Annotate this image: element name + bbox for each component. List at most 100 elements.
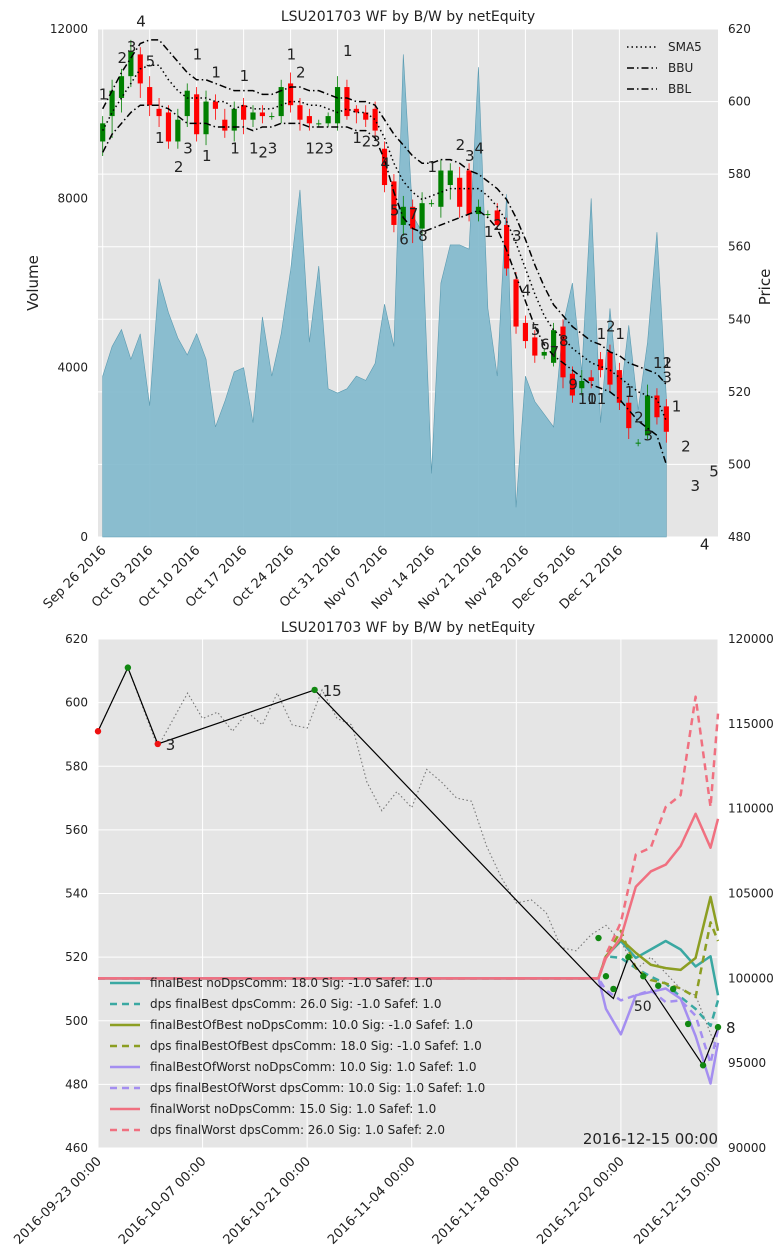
candle [381,141,388,193]
legend: SMA5 BBU BBL [627,40,702,96]
trade-point [124,664,132,671]
legend-entry: SMA5 [668,40,702,54]
y-tick-label: 520 [65,950,88,964]
candle [344,79,350,120]
candle-body [147,87,153,106]
data-label: 1 [211,64,221,82]
candle [579,370,585,396]
candle [569,366,575,403]
candle [325,112,331,127]
trade-point [699,1062,707,1069]
candle [522,315,529,349]
candle [588,370,594,389]
candle-body [334,87,341,124]
candle-body [410,206,416,229]
candle-body [597,359,604,371]
data-label: 2 [634,408,644,426]
candle [513,272,519,334]
data-label: 2 [315,140,325,158]
data-label: 2 [493,216,503,234]
candle [203,90,209,146]
candle-body [222,119,228,131]
y-tick-label: 620 [65,632,88,646]
candle-body [100,123,106,142]
candle [128,39,134,88]
data-label: 1 [343,42,353,60]
candle-body [212,101,219,109]
trade-point [669,985,677,993]
series-line-5 [98,977,720,1065]
data-label: 3 [512,227,522,245]
candle-body [569,373,575,396]
data-label: 1 [625,383,635,401]
legend-entry: finalWorst noDpsComm: 15.0 Sig: 1.0 Safe… [150,1102,436,1116]
candle [597,351,604,378]
candle [222,108,228,138]
candle-body [522,322,529,342]
trade-point [311,686,318,694]
candle-body [241,105,247,120]
legend-entry: BBL [668,82,691,96]
data-label: 4 [521,281,531,299]
data-label: 1 [305,140,315,158]
candle-body [475,206,482,215]
data-label: 1 [99,85,109,103]
candle-body [278,87,284,117]
candle [391,174,397,233]
candle [100,116,106,156]
y-tick-label-right: 115000 [728,717,774,731]
candle [269,112,275,120]
y-tick-label-right: 560 [728,240,751,254]
trade-point [94,728,102,735]
candle [175,108,181,149]
data-label: 3 [371,132,381,150]
trade-point [714,1023,722,1031]
data-label: 6 [399,230,409,248]
y-tick-label-right: 500 [728,457,751,471]
candle-body [118,76,125,98]
y-tick-label: 600 [65,696,88,710]
y-tick-label-right: 105000 [728,887,774,901]
legend-entry: BBU [668,61,693,75]
data-label: 9 [568,376,578,394]
y-tick-label: 540 [65,887,88,901]
data-label: 3 [324,140,334,158]
data-label: 3 [691,477,701,495]
candle-body [644,395,651,436]
y-tick-label: 8000 [57,191,88,205]
data-label: 1 [597,325,607,343]
data-label: 3 [662,368,672,386]
data-label: 10 [578,390,597,408]
candle-body [532,337,538,356]
candle-body [325,116,331,124]
y-tick-label: 500 [65,1014,88,1028]
trade-point [684,1020,692,1028]
trade-point [640,973,647,980]
data-label: 8 [418,227,428,245]
trade-label: 8 [726,1019,736,1037]
candle-body [419,203,425,229]
y-tick-label-right: 95000 [728,1056,766,1070]
candle [635,439,641,447]
candle [212,94,219,120]
candle [504,217,510,276]
data-label: 7 [550,343,560,361]
trade-line [97,666,719,1067]
series-line-bbl [102,104,668,465]
candle-body [654,395,660,418]
candle-body [400,206,406,225]
candle [287,72,294,113]
candle-body [551,330,557,363]
volume-area [102,54,667,538]
y-tick-label-right: 120000 [728,632,774,646]
candle [532,330,538,363]
candle-body [194,94,200,135]
data-label: 4 [136,13,146,31]
trade-point [610,985,617,993]
candle-body [447,170,453,186]
trade-label: 50 [634,999,652,1015]
legend-entry: dps finalBest dpsComm: 26.0 Sig: -1.0 Sa… [150,997,442,1011]
legend-entry: dps finalBestOfBest dpsComm: 18.0 Sig: -… [150,1039,482,1053]
candle-body [560,326,566,378]
